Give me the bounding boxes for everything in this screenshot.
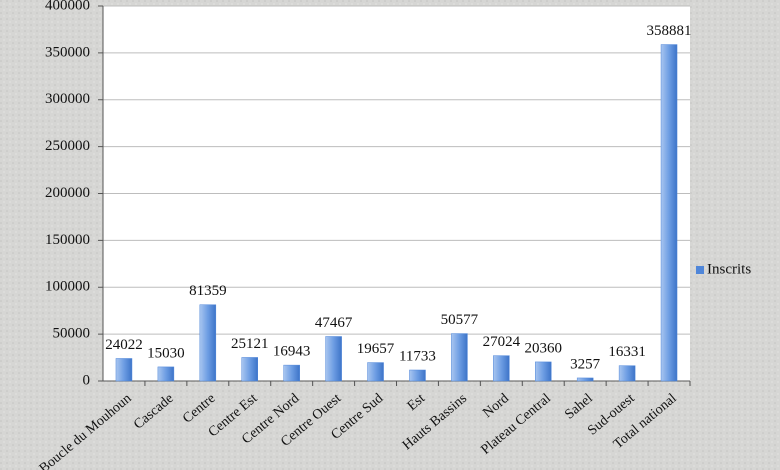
bar (576, 377, 594, 382)
data-label: 27024 (483, 334, 521, 350)
bar (660, 44, 678, 382)
y-tick-label: 150000 (45, 232, 90, 248)
bar (115, 358, 133, 382)
legend-swatch (696, 266, 704, 274)
data-label: 47467 (315, 315, 353, 331)
data-label: 3257 (570, 356, 601, 372)
bar (493, 355, 510, 382)
y-tick-label: 100000 (45, 279, 90, 295)
y-tick-label: 300000 (45, 91, 90, 107)
bar (451, 333, 468, 382)
bar (241, 357, 258, 382)
y-tick-label: 350000 (45, 44, 90, 60)
y-tick-label: 0 (83, 372, 91, 388)
bar (283, 364, 300, 382)
data-label: 20360 (525, 340, 563, 356)
data-label: 358881 (647, 23, 692, 39)
bar (199, 304, 217, 382)
legend-label: Inscrits (707, 261, 751, 277)
bar (157, 366, 175, 382)
data-label: 16943 (273, 344, 311, 360)
y-tick-label: 200000 (45, 185, 90, 201)
y-tick-label: 400000 (45, 0, 90, 13)
data-label: 25121 (231, 336, 269, 352)
bar (535, 361, 552, 382)
bar (409, 369, 426, 382)
bar (618, 365, 636, 382)
bar (367, 362, 384, 382)
data-label: 19657 (357, 341, 395, 357)
y-tick-label: 250000 (45, 138, 90, 154)
data-label: 24022 (105, 337, 143, 353)
data-label: 50577 (441, 312, 479, 328)
data-label: 81359 (189, 283, 227, 299)
bar (325, 336, 342, 382)
y-tick-label: 50000 (53, 326, 91, 342)
data-label: 16331 (608, 344, 646, 360)
data-label: 11733 (399, 348, 436, 364)
data-label: 15030 (147, 345, 185, 361)
